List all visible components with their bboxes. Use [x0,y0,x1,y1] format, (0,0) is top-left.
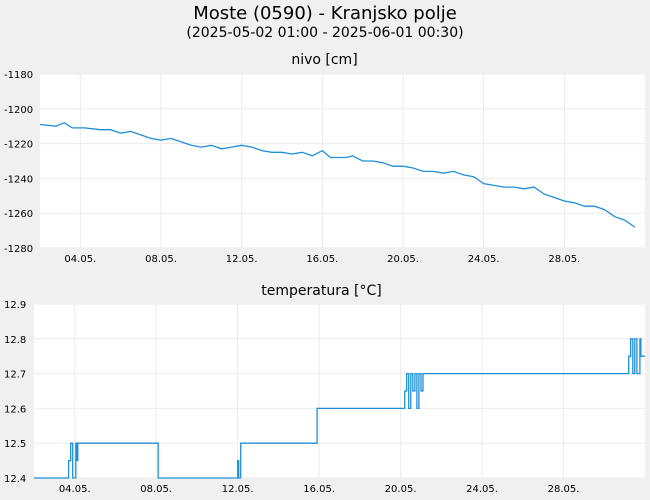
nivo-y-tick-label: -1260 [4,209,33,220]
nivo-x-tick-label: 24.05. [468,254,500,265]
temp-x-tick-label: 08.05. [140,484,172,495]
nivo-x-tick-label: 04.05. [64,254,96,265]
temp-x-tick-label: 28.05. [548,484,580,495]
temp-x-tick-label: 20.05. [385,484,417,495]
temp-panel-title: temperatura [°C] [261,283,381,299]
nivo-y-tick-label: -1200 [4,105,33,116]
temp-y-tick-label: 12.7 [4,370,26,381]
temp-y-tick-label: 12.6 [4,404,26,415]
temp-y-tick-label: 12.8 [4,335,26,346]
nivo-panel-title: nivo [cm] [291,52,357,68]
nivo-x-tick-label: 12.05. [226,254,258,265]
temp-y-tick-label: 12.4 [4,474,26,485]
chart-subtitle: (2025-05-02 01:00 - 2025-06-01 00:30) [186,25,464,41]
nivo-x-tick-label: 28.05. [548,254,580,265]
nivo-x-tick-label: 16.05. [306,254,338,265]
nivo-x-tick-label: 20.05. [387,254,419,265]
temp-x-tick-label: 04.05. [59,484,91,495]
nivo-y-tick-label: -1220 [4,140,33,151]
temp-x-tick-label: 16.05. [303,484,335,495]
nivo-panel: nivo [cm] -1180 -1200 -1220 -1240 -1260 -1280 0… [4,52,645,265]
temperature-panel: temperatura [°C] 12.9 12.8 12.7 12.6 12.5 12.4… [4,283,645,495]
temp-x-tick-label: 12.05. [222,484,254,495]
temp-x-tick-label: 24.05. [466,484,498,495]
temp-y-tick-label: 12.5 [4,439,26,450]
temp-series-line [34,338,645,479]
temp-plot-area [34,304,645,478]
nivo-y-tick-label: -1180 [4,70,33,81]
nivo-plot-area [40,74,645,248]
temp-y-tick-label: 12.9 [4,300,26,311]
nivo-y-tick-label: -1240 [4,174,33,185]
nivo-y-tick-label: -1280 [4,244,33,255]
nivo-x-tick-label: 08.05. [145,254,177,265]
chart-title: Moste (0590) - Kranjsko polje [193,3,457,24]
nivo-series-line [39,121,636,228]
